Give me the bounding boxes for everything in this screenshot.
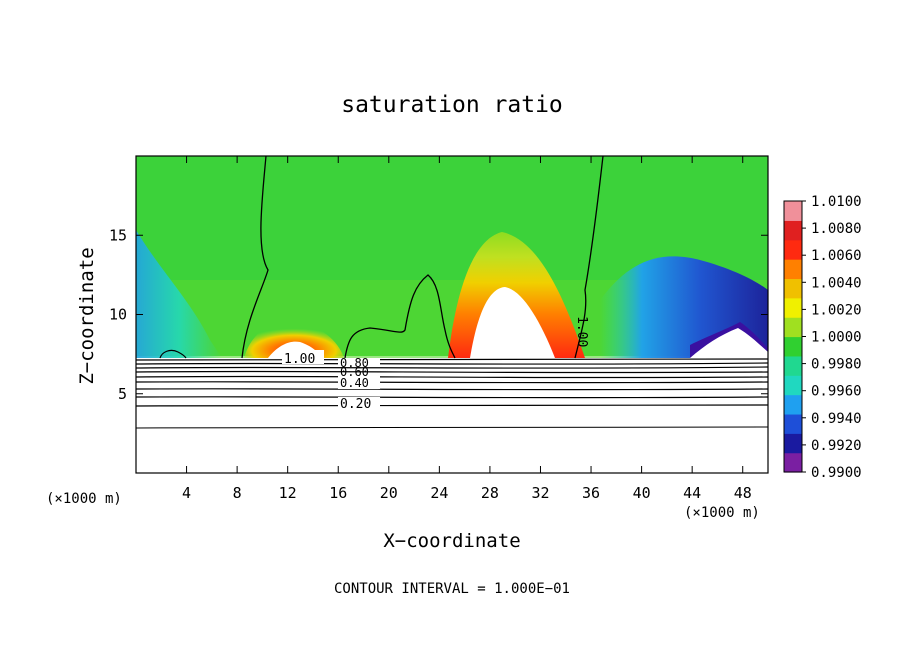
contour-line: [136, 396, 768, 399]
contour-1.00-left: [241, 156, 269, 359]
colorbar-label: 0.9920: [811, 438, 862, 454]
colorbar-swatch: [784, 278, 802, 299]
x-axis-label: X−coordinate: [383, 530, 520, 552]
y-tick-label: 15: [109, 226, 127, 244]
contour-label-bg: [282, 350, 324, 364]
contour-1.00-blob: [159, 349, 187, 359]
x-tick-label: 12: [279, 484, 297, 502]
colorbar-label: 0.9940: [811, 411, 862, 427]
contour-label: 0.60: [340, 365, 369, 379]
contour-label-bg: [338, 376, 380, 389]
colorbar-swatch: [784, 220, 802, 241]
contour-label: 0.20: [340, 397, 371, 412]
x-unit-left: (×1000 m): [46, 491, 122, 507]
contour-line: [136, 370, 768, 374]
colorbar-swatch: [784, 394, 802, 415]
contour-1.00-right: [574, 156, 604, 359]
colorbar-swatch: [784, 355, 802, 376]
contour-line: [136, 375, 768, 379]
contour-label: 1.00: [284, 352, 315, 367]
x-tick-label: 8: [233, 484, 242, 502]
x-unit-right: (×1000 m): [684, 505, 760, 521]
contour-label-bg: [338, 397, 380, 410]
clear-dome-large: [470, 287, 555, 358]
colorbar-swatch: [784, 433, 802, 454]
x-ticks: 4 8 12 16 20 24 28 32 36 40 44 48: [182, 156, 752, 502]
clear-hill-right: [690, 328, 768, 358]
supersaturated-dome-small: [244, 321, 344, 358]
contour-1.00-middle: [344, 274, 456, 359]
contour-line: [136, 381, 768, 384]
colorbar-label: 0.9960: [811, 384, 862, 400]
colorbar-swatch: [784, 452, 802, 473]
colorbar-label: 1.0040: [811, 275, 862, 291]
x-tick-label: 48: [734, 484, 752, 502]
x-tick-label: 44: [683, 484, 701, 502]
colorbar-label: 1.0100: [811, 194, 862, 210]
x-tick-label: 16: [329, 484, 347, 502]
chart-title: saturation ratio: [341, 92, 563, 118]
colorbar-swatch: [784, 336, 802, 357]
contour-line: [136, 358, 768, 361]
x-tick-label: 4: [182, 484, 191, 502]
x-tick-label: 32: [531, 484, 549, 502]
x-tick-label: 28: [481, 484, 499, 502]
colorbar-swatch: [784, 201, 802, 221]
colorbar-label: 0.9980: [811, 357, 862, 373]
contour-label-bg: [338, 358, 380, 367]
colorbar-swatch: [784, 413, 802, 434]
x-tick-label: 36: [582, 484, 600, 502]
x-tick-label: 24: [430, 484, 448, 502]
contour-line: [136, 388, 768, 391]
contour-label: 1.00: [574, 316, 589, 347]
plot-area: 1.00 0.80 0.60 0.40 0.20 1.00: [136, 156, 768, 473]
colorbar-swatch: [784, 375, 802, 396]
colorbar-label: 1.0060: [811, 248, 862, 264]
y-tick-label: 5: [118, 385, 127, 403]
colorbar: 1.0100 1.0080 1.0060 1.0040 1.0020 1.0000 0.99…: [783, 194, 862, 481]
x-tick-label: 40: [633, 484, 651, 502]
y-ticks: 5 10 15: [109, 226, 768, 403]
colorbar-label: 0.9900: [811, 465, 862, 481]
colorbar-swatch: [784, 317, 802, 338]
y-tick-label: 10: [109, 306, 127, 324]
colorbar-swatch: [784, 239, 802, 260]
x-tick-label: 20: [380, 484, 398, 502]
colorbar-swatch: [784, 259, 802, 280]
colorbar-label: 1.0080: [811, 221, 862, 237]
colorbar-label: 1.0020: [811, 302, 862, 318]
clear-lower-region: [136, 358, 768, 473]
colorbar-label: 1.0000: [811, 330, 862, 346]
left-cyan-region: [136, 230, 222, 358]
contour-labels: 1.00 0.80 0.60 0.40 0.20 1.00: [282, 316, 589, 412]
contour-line: [136, 366, 768, 369]
y-axis-label: Z−coordinate: [76, 247, 98, 384]
contour-interval-footer: CONTOUR INTERVAL = 1.000E−01: [334, 581, 570, 597]
contour-label: 0.40: [340, 376, 369, 390]
colorbar-swatch: [784, 297, 802, 318]
contour-line: [136, 362, 768, 365]
contour-line: [136, 404, 768, 407]
contour-label: 0.80: [340, 356, 369, 370]
